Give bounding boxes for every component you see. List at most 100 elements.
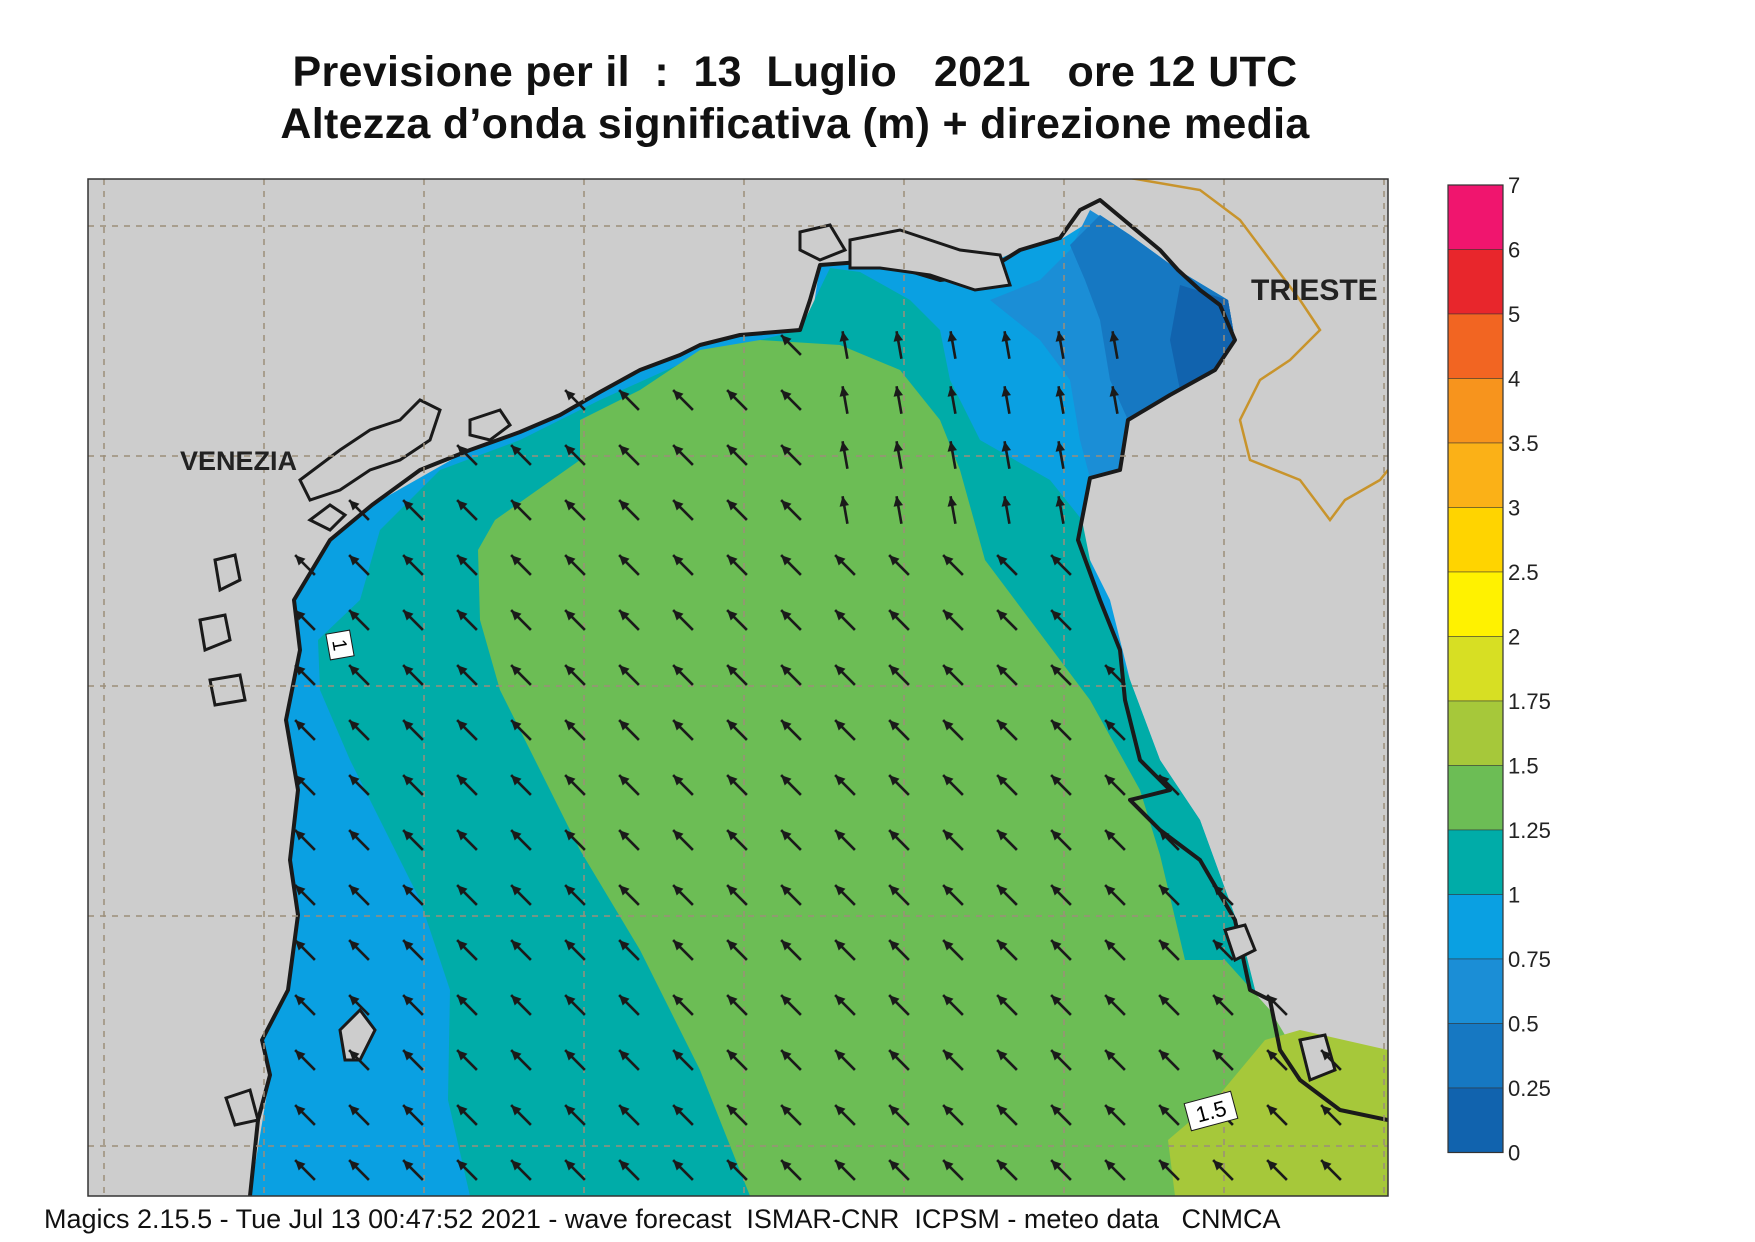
wave-arrow-head xyxy=(1051,830,1062,841)
wave-arrow-head xyxy=(403,1050,414,1061)
wave-arrow-head xyxy=(1321,1105,1332,1116)
wave-arrow-head xyxy=(1055,441,1066,452)
wave-arrow-head xyxy=(1159,940,1170,951)
wave-arrow-head xyxy=(403,775,414,786)
wave-arrow-head xyxy=(889,555,900,566)
wave-arrow-head xyxy=(727,500,738,511)
wave-arrow-head xyxy=(619,1160,630,1171)
wave-arrow-head xyxy=(403,885,414,896)
wave-arrow-head xyxy=(943,1105,954,1116)
wave-arrow-head xyxy=(295,995,306,1006)
wave-arrow-head xyxy=(565,390,576,401)
wave-arrow-head xyxy=(1213,940,1224,951)
wave-arrow-head xyxy=(943,610,954,621)
wave-arrow-head xyxy=(781,885,792,896)
wave-arrow-head xyxy=(403,995,414,1006)
wave-arrow-head xyxy=(1051,1105,1062,1116)
legend-swatch xyxy=(1447,894,1504,960)
wave-arrow-head xyxy=(839,331,850,342)
legend-label: 3.5 xyxy=(1508,431,1539,456)
wave-arrow-head xyxy=(943,665,954,676)
wave-arrow-head xyxy=(889,610,900,621)
wave-arrow-head xyxy=(295,610,306,621)
wave-arrow-head xyxy=(457,830,468,841)
wave-arrow-head xyxy=(727,445,738,456)
wave-arrow-head xyxy=(673,500,684,511)
wave-arrow-head xyxy=(889,830,900,841)
wave-arrow-head xyxy=(457,500,468,511)
legend-swatch xyxy=(1447,378,1504,444)
wave-arrow-head xyxy=(457,940,468,951)
legend-label: 0 xyxy=(1508,1141,1520,1166)
wave-arrow-head xyxy=(727,720,738,731)
wave-arrow-head xyxy=(835,1050,846,1061)
wave-arrow-head xyxy=(565,1160,576,1171)
wave-arrow-head xyxy=(835,1105,846,1116)
wave-arrow-head xyxy=(349,720,360,731)
wave-arrow-head xyxy=(943,1160,954,1171)
wave-arrow-head xyxy=(1159,775,1170,786)
wave-arrow-head xyxy=(457,720,468,731)
wave-arrow-head xyxy=(943,830,954,841)
wave-arrow-head xyxy=(673,445,684,456)
wave-arrow-head xyxy=(619,445,630,456)
wave-arrow-head xyxy=(947,496,958,507)
city-label-trieste: TRIESTE xyxy=(1251,274,1378,307)
wave-arrow-head xyxy=(781,500,792,511)
wave-arrow-head xyxy=(619,665,630,676)
wave-arrow-head xyxy=(295,940,306,951)
wave-arrow-head xyxy=(835,940,846,951)
wave-arrow-head xyxy=(835,830,846,841)
wave-arrow-head xyxy=(511,610,522,621)
wave-arrow-head xyxy=(457,1050,468,1061)
wave-arrow-head xyxy=(1051,720,1062,731)
wave-arrow-head xyxy=(727,390,738,401)
legend-swatch xyxy=(1447,700,1504,766)
wave-arrow-head xyxy=(727,1050,738,1061)
wave-arrow-head xyxy=(1267,1050,1278,1061)
wave-arrow-head xyxy=(403,665,414,676)
wave-arrow-head xyxy=(1213,1160,1224,1171)
wave-arrow-head xyxy=(1001,331,1012,342)
wave-arrow-head xyxy=(889,720,900,731)
wave-arrow-head xyxy=(781,390,792,401)
wave-arrow-head xyxy=(673,995,684,1006)
colour-legend: 7 6 5 4 3.5 3 2.5 2 1.75 1.5 1.25 1 0.75 0.5 0.25 0 xyxy=(1447,173,1551,1166)
wave-arrow-head xyxy=(295,1160,306,1171)
wave-arrow-head xyxy=(349,500,360,511)
wave-arrow-head xyxy=(1159,995,1170,1006)
wave-arrow-head xyxy=(727,610,738,621)
wave-arrow-head xyxy=(565,1105,576,1116)
wave-arrow-head xyxy=(403,720,414,731)
wave-arrow-head xyxy=(1105,775,1116,786)
wave-arrow-head xyxy=(1159,1050,1170,1061)
wave-arrow-head xyxy=(349,775,360,786)
wave-arrow-head xyxy=(1159,1160,1170,1171)
legend-label: 1.75 xyxy=(1508,689,1551,714)
wave-arrow-head xyxy=(1051,940,1062,951)
wave-arrow-head xyxy=(457,1160,468,1171)
wave-arrow-head xyxy=(1105,1105,1116,1116)
wave-arrow-head xyxy=(565,995,576,1006)
wave-arrow-head xyxy=(727,665,738,676)
wave-arrow-head xyxy=(1213,1050,1224,1061)
wave-arrow-head xyxy=(997,610,1008,621)
wave-arrow-head xyxy=(349,1105,360,1116)
state-border xyxy=(1129,179,1388,523)
wave-arrow-head xyxy=(727,1160,738,1171)
wave-arrow-head xyxy=(349,665,360,676)
legend-frame xyxy=(1447,184,1504,1154)
wave-arrow-head xyxy=(565,775,576,786)
wave-arrow-head xyxy=(835,1160,846,1171)
sea-band-0-0.25 xyxy=(1170,285,1235,390)
wave-arrow-head xyxy=(349,940,360,951)
wave-arrow-head xyxy=(457,445,468,456)
wave-arrow-head xyxy=(511,720,522,731)
legend-label: 5 xyxy=(1508,302,1520,327)
map-area: 1 1.5 VENEZIA TRIESTE xyxy=(88,179,1388,1196)
contour-label-1: 1 xyxy=(325,629,355,661)
wave-arrow-head xyxy=(781,775,792,786)
wave-arrow-head xyxy=(511,665,522,676)
wave-arrow-head xyxy=(511,830,522,841)
